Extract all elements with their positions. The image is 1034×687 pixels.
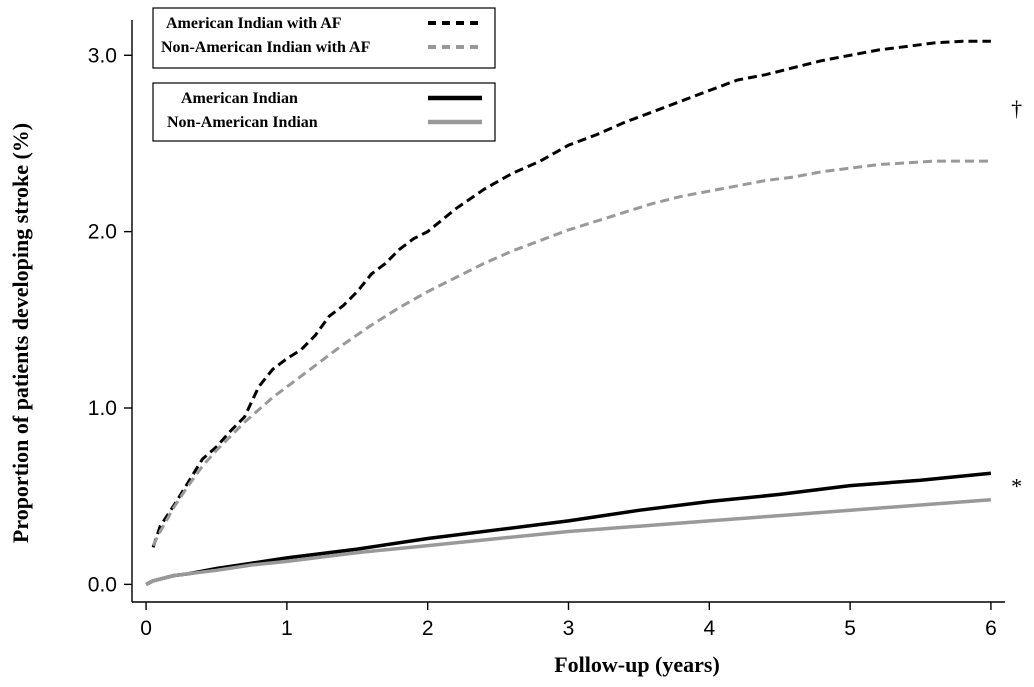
- legend-box: [152, 7, 496, 69]
- series-line-american-indian: [145, 471, 992, 586]
- annotations: †*: [1011, 96, 1022, 498]
- significance-marker: †: [1011, 96, 1022, 121]
- y-tick-label: 1.0: [88, 397, 117, 420]
- legend-label: Non-American Indian with AF: [161, 39, 371, 56]
- legend: American Indian with AF Non-American Indi…: [152, 7, 496, 142]
- legend-label: American Indian: [181, 90, 298, 107]
- x-tick-label: 2: [422, 617, 434, 640]
- legend-label: American Indian with AF: [166, 15, 342, 32]
- y-axis-title: Proportion of patients developing stroke…: [8, 123, 33, 543]
- x-axis-title: Follow-up (years): [554, 652, 720, 677]
- series-layer: [145, 39, 992, 586]
- legend-label: Non-American Indian: [167, 114, 318, 131]
- x-tick-label: 6: [985, 617, 997, 640]
- x-tick-label: 3: [563, 617, 575, 640]
- series-line-non-american-indian-with-af: [151, 159, 991, 547]
- x-tick-label: 1: [281, 617, 293, 640]
- series-line-non-american-indian: [145, 497, 992, 586]
- axes: 0 1 2 3 4 5 6 0.0 1.0 2.0 3.0: [88, 20, 1005, 640]
- x-tick-label: 5: [844, 617, 856, 640]
- series-line-american-indian-with-af: [151, 39, 991, 548]
- x-tick-label: 4: [703, 617, 715, 640]
- significance-marker: *: [1011, 474, 1022, 499]
- legend-box: [152, 82, 496, 142]
- y-tick-label: 0.0: [88, 573, 117, 596]
- y-tick-label: 3.0: [88, 44, 117, 67]
- x-tick-label: 0: [140, 617, 152, 640]
- y-tick-label: 2.0: [88, 221, 117, 244]
